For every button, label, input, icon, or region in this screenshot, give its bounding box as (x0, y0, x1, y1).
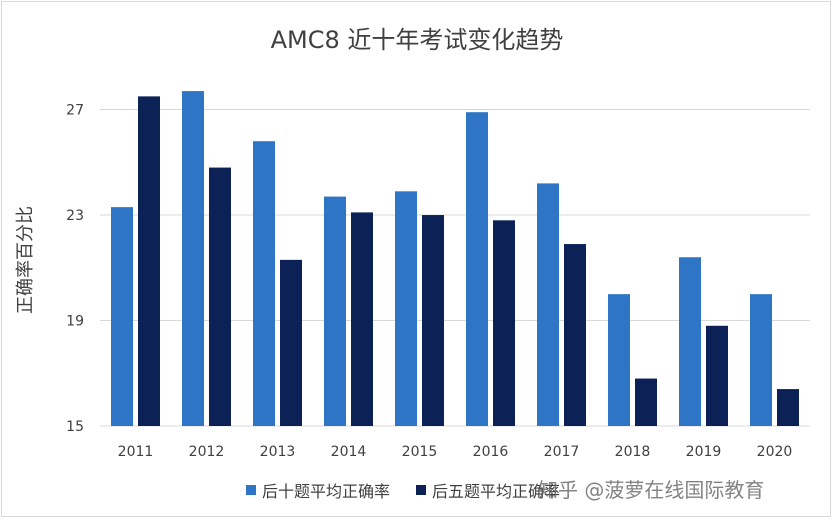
bar-series-1 (608, 294, 630, 426)
bar-series-1 (750, 294, 772, 426)
bar-series-1 (111, 207, 133, 426)
bar-series-1 (324, 196, 346, 426)
x-tick-label: 2014 (331, 444, 367, 460)
bar-series-2 (493, 220, 515, 426)
bar-series-2 (422, 215, 444, 426)
y-tick-label: 19 (66, 314, 84, 330)
x-tick-label: 2012 (189, 444, 225, 460)
bar-series-2 (280, 259, 302, 426)
bar-series-1 (679, 257, 701, 426)
bar-series-2 (706, 325, 728, 426)
x-tick-label: 2013 (260, 444, 296, 460)
bar-series-1 (395, 191, 417, 426)
watermark: 知乎 @菠萝在线国际教育 (538, 478, 765, 502)
bar-series-2 (635, 378, 657, 426)
bar-series-1 (182, 91, 204, 426)
legend-label-series-1: 后十题平均正确率 (262, 482, 391, 501)
x-tick-label: 2011 (118, 444, 154, 460)
bar-series-1 (466, 112, 488, 426)
x-tick-label: 2016 (473, 444, 509, 460)
x-tick-label: 2015 (402, 444, 438, 460)
y-tick-label: 23 (66, 208, 84, 224)
bar-series-2 (564, 244, 586, 426)
bar-series-1 (253, 141, 275, 426)
legend-label-series-2: 后五题平均正确率 (432, 482, 561, 501)
x-tick-label: 2020 (757, 444, 793, 460)
y-tick-label: 27 (66, 103, 84, 119)
x-tick-label: 2018 (615, 444, 651, 460)
legend: 后十题平均正确率 后五题平均正确率 (246, 478, 560, 502)
bar-series-2 (209, 167, 231, 426)
bar-series-1 (537, 183, 559, 426)
bar-series-2 (351, 212, 373, 426)
legend-swatch-series-1 (246, 485, 256, 495)
bar-series-2 (138, 96, 160, 427)
x-tick-label: 2019 (686, 444, 722, 460)
y-tick-label: 15 (66, 419, 84, 435)
legend-item-series-2: 后五题平均正确率 (416, 478, 560, 502)
legend-swatch-series-2 (416, 485, 427, 495)
bar-series-2 (777, 389, 799, 426)
legend-item-series-1: 后十题平均正确率 (246, 478, 390, 502)
chart-title: AMC8 近十年考试变化趋势 (270, 26, 564, 54)
x-tick-label: 2017 (544, 444, 580, 460)
